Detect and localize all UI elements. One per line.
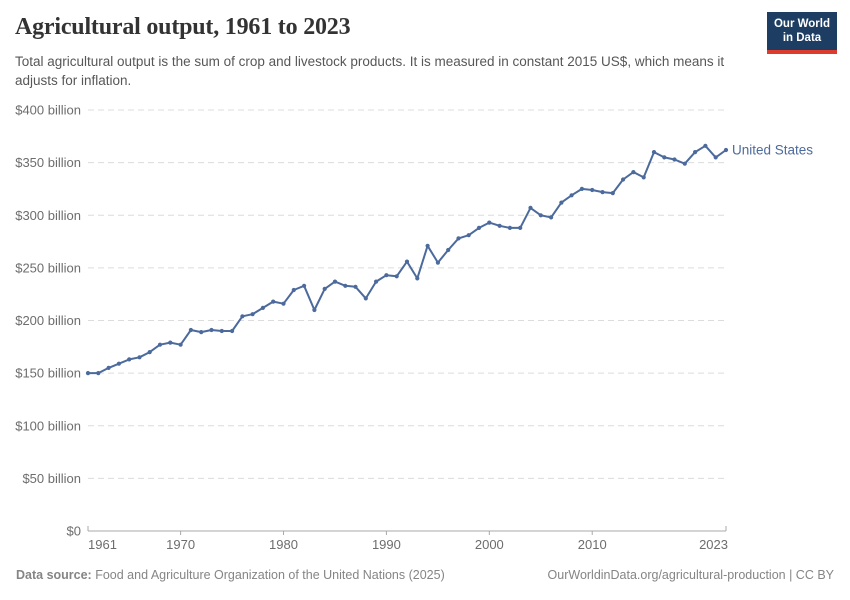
data-point[interactable] <box>425 243 430 248</box>
data-point[interactable] <box>363 296 368 301</box>
y-tick-label: $150 billion <box>15 366 81 381</box>
data-point[interactable] <box>723 147 729 153</box>
data-point[interactable] <box>518 225 523 230</box>
data-point[interactable] <box>302 283 307 288</box>
x-tick-label: 1990 <box>372 537 401 552</box>
owid-logo-line2: in Data <box>782 31 822 44</box>
legend-label-united-states[interactable]: United States <box>732 142 813 157</box>
data-point[interactable] <box>549 215 554 220</box>
data-point[interactable] <box>260 305 265 310</box>
data-point[interactable] <box>240 314 245 319</box>
data-point[interactable] <box>209 327 214 333</box>
data-point[interactable] <box>415 276 420 281</box>
data-point[interactable] <box>127 357 132 362</box>
data-point[interactable] <box>507 225 512 230</box>
data-point[interactable] <box>404 259 410 264</box>
data-point[interactable] <box>476 225 482 230</box>
data-point[interactable] <box>651 150 657 155</box>
chart-footer: Data source: Food and Agriculture Organi… <box>16 568 834 582</box>
data-point[interactable] <box>497 223 502 228</box>
data-point[interactable] <box>569 193 574 198</box>
data-point[interactable] <box>487 220 492 225</box>
data-point[interactable] <box>157 342 163 347</box>
data-point[interactable] <box>106 365 111 370</box>
data-point[interactable] <box>116 361 121 366</box>
data-point[interactable] <box>219 328 224 334</box>
data-point[interactable] <box>353 284 358 289</box>
y-tick-label: $300 billion <box>15 208 81 223</box>
data-point[interactable] <box>322 286 327 291</box>
data-point[interactable] <box>374 279 379 284</box>
data-point[interactable] <box>250 312 255 317</box>
x-tick-label: 2000 <box>475 537 504 552</box>
data-point[interactable] <box>85 371 91 376</box>
y-tick-label: $0 <box>67 524 81 539</box>
data-point[interactable] <box>538 213 543 218</box>
data-point[interactable] <box>435 260 440 265</box>
y-tick-label: $350 billion <box>15 155 81 170</box>
data-point[interactable] <box>188 327 193 333</box>
owid-logo: Our World in Data <box>767 12 837 54</box>
y-tick-label: $100 billion <box>15 418 81 433</box>
data-point[interactable] <box>693 150 698 155</box>
data-point[interactable] <box>600 190 605 195</box>
chart-subtitle: Total agricultural output is the sum of … <box>15 54 725 88</box>
data-point[interactable] <box>621 177 626 182</box>
data-point[interactable] <box>332 279 338 284</box>
data-source-label: Data source: <box>16 568 92 582</box>
data-point[interactable] <box>456 236 461 241</box>
data-point[interactable] <box>466 233 471 238</box>
data-point[interactable] <box>137 355 142 360</box>
x-tick-label: 1970 <box>166 537 195 552</box>
page-title: Agricultural output, 1961 to 2023 <box>15 14 351 40</box>
data-point[interactable] <box>662 155 667 160</box>
x-tick-label: 2010 <box>578 537 607 552</box>
data-point[interactable] <box>610 191 615 196</box>
data-point[interactable] <box>281 301 286 306</box>
y-tick-label: $50 billion <box>22 471 81 486</box>
data-point[interactable] <box>384 273 389 278</box>
data-point[interactable] <box>96 371 101 376</box>
data-point[interactable] <box>579 186 585 191</box>
data-point[interactable] <box>312 307 317 313</box>
data-point[interactable] <box>168 340 173 345</box>
data-source-note[interactable]: Data source: Food and Agriculture Organi… <box>16 568 445 582</box>
data-point[interactable] <box>672 157 677 162</box>
y-tick-label: $400 billion <box>15 103 81 118</box>
data-point[interactable] <box>394 274 399 279</box>
data-point[interactable] <box>147 350 152 355</box>
data-point[interactable] <box>178 342 183 347</box>
data-point[interactable] <box>590 187 595 193</box>
data-point[interactable] <box>199 330 204 335</box>
data-source-text: Food and Agriculture Organization of the… <box>95 568 445 582</box>
footer-link[interactable]: OurWorldinData.org/agricultural-producti… <box>547 568 834 582</box>
x-tick-label: 1980 <box>269 537 298 552</box>
data-point[interactable] <box>271 299 276 304</box>
data-point[interactable] <box>559 200 564 205</box>
data-point[interactable] <box>230 328 235 334</box>
data-point[interactable] <box>291 287 296 293</box>
data-point[interactable] <box>682 161 687 166</box>
data-point[interactable] <box>641 175 646 180</box>
y-tick-label: $250 billion <box>15 260 81 275</box>
data-point[interactable] <box>446 247 451 253</box>
data-point[interactable] <box>528 205 533 210</box>
y-tick-label: $200 billion <box>15 313 81 328</box>
data-point[interactable] <box>343 283 348 288</box>
data-point[interactable] <box>703 143 708 148</box>
x-tick-label: 1961 <box>88 537 117 552</box>
data-line-united-states[interactable] <box>87 144 727 375</box>
data-point[interactable] <box>713 155 718 160</box>
x-tick-label: 2023 <box>699 537 728 552</box>
data-point[interactable] <box>631 170 636 175</box>
owid-logo-line1: Our World <box>773 18 830 30</box>
